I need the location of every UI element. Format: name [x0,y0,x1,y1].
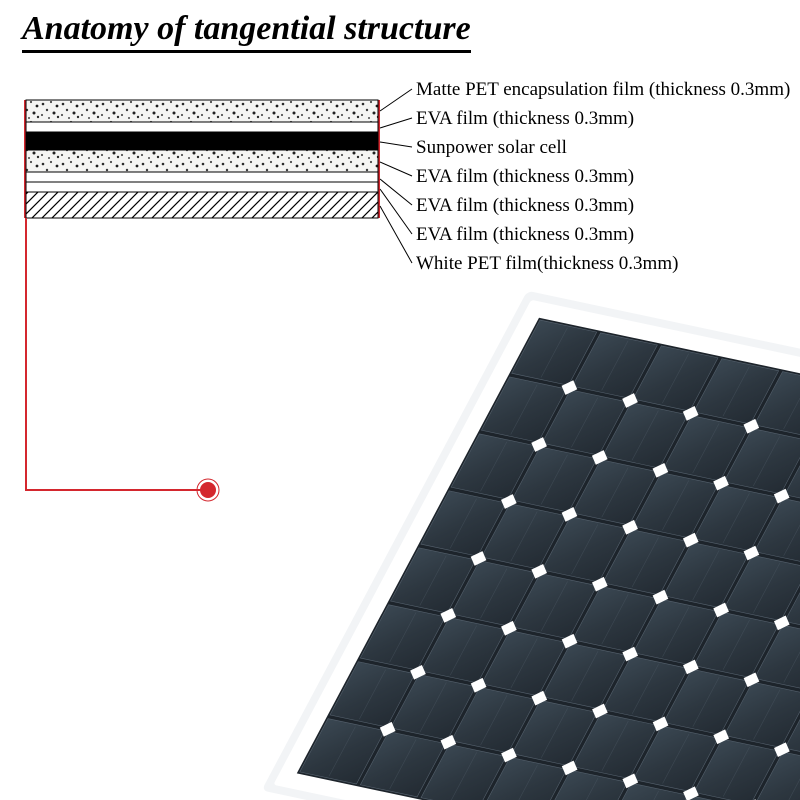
cross-section-diagram [25,100,379,218]
solar-panel [262,282,800,800]
diagram-canvas [0,0,800,800]
pointer-line [26,218,219,501]
callout-lines [380,89,412,263]
